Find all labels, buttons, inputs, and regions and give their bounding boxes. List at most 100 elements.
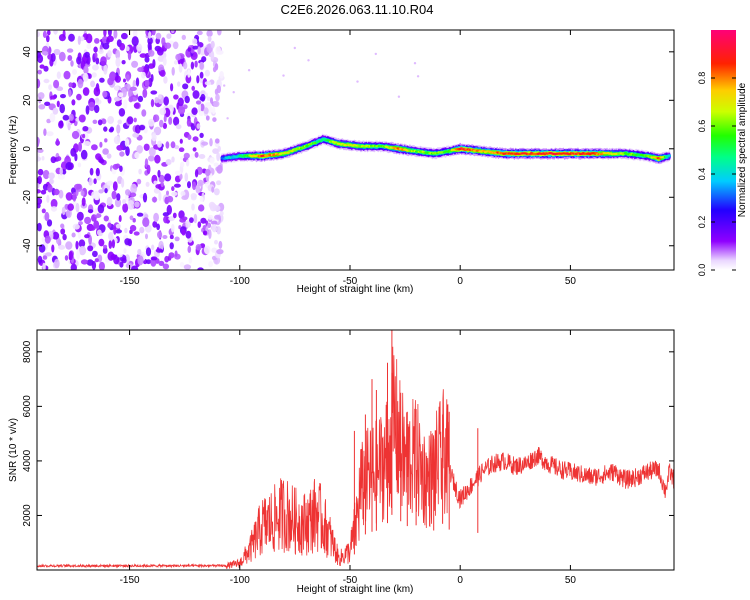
noise-blob (106, 153, 112, 159)
noise-blob (37, 78, 41, 89)
noise-blob (138, 168, 142, 175)
noise-blob (49, 178, 55, 185)
noise-blob (191, 203, 195, 211)
noise-blob (204, 168, 211, 177)
noise-blob (44, 235, 51, 244)
noise-blob (37, 31, 40, 38)
noise-blob (117, 253, 123, 258)
noise-blob (102, 148, 109, 155)
noise-blob (198, 102, 202, 113)
noise-blob (53, 48, 61, 56)
noise-blob (64, 255, 69, 261)
noise-blob (94, 192, 100, 201)
noise-blob (192, 136, 199, 142)
noise-blob (190, 61, 195, 70)
noise-blob (144, 79, 150, 87)
noise-blob (53, 30, 58, 35)
noise-blob (168, 116, 173, 125)
noise-blob (116, 124, 121, 134)
noise-blob (92, 119, 98, 125)
noise-blob (37, 54, 44, 64)
noise-blob (133, 231, 140, 236)
noise-blob (132, 132, 140, 138)
noise-blob (94, 38, 100, 44)
noise-blob (72, 192, 77, 202)
noise-blob (103, 215, 110, 222)
spectrogram-y-tick-label: 40 (22, 46, 33, 58)
noise-blob (200, 217, 207, 224)
noise-blob (179, 138, 183, 144)
noise-blob (67, 55, 73, 61)
noise-blob (93, 178, 97, 185)
noise-blob (173, 60, 178, 65)
noise-blob (148, 118, 155, 127)
noise-speck (293, 46, 296, 50)
noise-blob (72, 223, 80, 230)
noise-blob (63, 70, 71, 80)
noise-blob (46, 194, 50, 203)
noise-blob (38, 104, 46, 110)
spectrogram-x-label: Height of straight line (km) (297, 284, 414, 295)
snr-series-line (37, 346, 674, 570)
noise-blob (215, 46, 221, 55)
noise-blob (203, 245, 211, 255)
noise-blob (169, 242, 174, 250)
noise-blob (192, 45, 199, 50)
noise-blob (219, 210, 224, 216)
noise-speck (307, 59, 310, 62)
noise-blob (148, 31, 152, 39)
noise-blob (82, 72, 89, 82)
noise-blob (94, 52, 98, 59)
noise-blob (151, 30, 156, 36)
noise-blob (113, 135, 121, 145)
noise-blob (132, 218, 136, 223)
noise-blob (179, 173, 183, 180)
noise-blob (142, 192, 148, 203)
noise-blob (50, 53, 56, 62)
noise-blob (114, 75, 121, 83)
snr-y-axis: 2000 4000 6000 8000 (22, 340, 674, 527)
snr-y-label: SNR (10 * v/v) (8, 418, 19, 482)
noise-blob (153, 114, 160, 122)
noise-blob (89, 167, 94, 176)
noise-blob (150, 74, 154, 82)
noise-blob (162, 57, 167, 66)
noise-blob (173, 116, 180, 126)
noise-blob (157, 94, 162, 100)
noise-blob (48, 84, 52, 91)
noise-blob (170, 141, 176, 149)
noise-blob (186, 118, 192, 127)
noise-blob (155, 32, 162, 40)
noise-blob (81, 197, 86, 207)
noise-blob (82, 133, 86, 139)
noise-blob (54, 258, 60, 269)
noise-blob (112, 163, 119, 170)
noise-blob (145, 233, 148, 240)
noise-blob (119, 151, 125, 157)
noise-blob (159, 69, 166, 77)
noise-blob (89, 226, 96, 231)
noise-blob (77, 78, 84, 89)
colorbar-tick-label: 0.2 (697, 216, 707, 229)
noise-blob (207, 222, 212, 228)
colorbar-tick-label: 0.0 (697, 264, 707, 277)
noise-blob (197, 221, 202, 228)
noise-blob (78, 245, 87, 256)
noise-blob (131, 36, 139, 47)
noise-blob (154, 97, 159, 104)
noise-blob (205, 174, 210, 182)
noise-blob (46, 131, 54, 137)
noise-blob (135, 77, 140, 87)
noise-blob (37, 137, 40, 147)
noise-blob (125, 74, 130, 82)
noise-blob (123, 248, 127, 254)
noise-blob (50, 198, 58, 209)
noise-blob (215, 138, 220, 144)
noise-blob (88, 177, 93, 186)
noise-blob (66, 48, 74, 53)
noise-blob (199, 196, 204, 202)
noise-blob (179, 262, 185, 268)
noise-blob (62, 114, 70, 121)
noise-blob (46, 219, 53, 227)
snr-x-axis: -150 -100 -50 0 50 (120, 330, 576, 586)
